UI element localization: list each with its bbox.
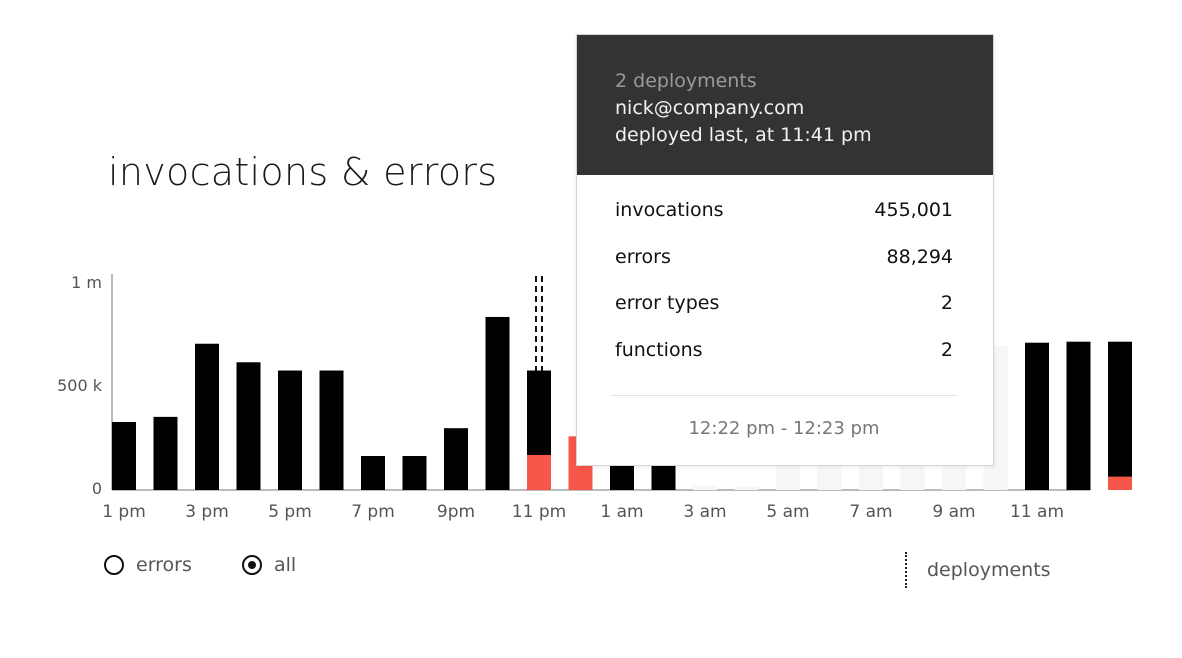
bar-invocations[interactable] <box>402 456 427 490</box>
x-tick-label: 9 am <box>932 502 975 522</box>
x-tick-label: 7 am <box>849 502 892 522</box>
bar-invocations[interactable] <box>693 485 717 490</box>
bar-invocations[interactable] <box>1066 341 1091 490</box>
x-tick-label: 11 am <box>1010 502 1064 522</box>
tooltip-time-range: 12:22 pm - 12:23 pm <box>688 418 880 439</box>
tooltip-row-label: functions <box>615 338 703 361</box>
x-tick-label: 7 pm <box>351 502 395 522</box>
legend-all-option[interactable]: all <box>242 554 296 576</box>
deployment-dash-icon <box>905 552 907 588</box>
x-tick-label: 5 pm <box>268 502 312 522</box>
bar-invocations[interactable] <box>112 422 136 490</box>
tooltip-row: invocations 455,001 <box>615 199 953 246</box>
legend-errors-label: errors <box>136 554 192 576</box>
tooltip-row-value: 2 <box>940 338 953 361</box>
bar-invocations[interactable] <box>1108 341 1132 490</box>
bar-invocations[interactable] <box>485 316 510 490</box>
deployments-legend-label: deployments <box>927 559 1051 581</box>
bar-invocations[interactable] <box>153 416 178 490</box>
bar-errors[interactable] <box>1108 476 1132 490</box>
tooltip-row-label: invocations <box>615 199 724 221</box>
y-tick-label: 1 m <box>71 273 102 292</box>
legend-all-label: all <box>274 554 297 576</box>
bar-invocations[interactable] <box>361 456 385 490</box>
bar-invocations[interactable] <box>1025 342 1049 490</box>
bar-invocations[interactable] <box>236 362 261 490</box>
tooltip-user: nick@company.com <box>615 97 805 119</box>
tooltip-divider <box>611 395 957 396</box>
bar-errors[interactable] <box>527 454 551 490</box>
bar-invocations[interactable] <box>195 343 219 490</box>
tooltip-row: errors 88,294 <box>615 246 953 293</box>
x-tick-label: 1 am <box>600 502 643 522</box>
tooltip-deploy-time: deployed last, at 11:41 pm <box>615 124 872 146</box>
tooltip-header: 2 deployments nick@company.com deployed … <box>577 35 993 175</box>
tooltip-row: error types 2 <box>615 292 953 339</box>
bar-invocations[interactable] <box>444 428 468 490</box>
y-tick-label: 500 k <box>57 376 103 395</box>
x-tick-label: 11 pm <box>512 502 566 522</box>
tooltip-row-label: error types <box>615 292 720 314</box>
bar-invocations[interactable] <box>734 486 759 490</box>
y-tick-label: 0 <box>92 479 102 498</box>
x-tick-label: 5 am <box>766 502 809 522</box>
tooltip-row-value: 455,001 <box>874 199 953 221</box>
x-tick-label: 1 pm <box>102 502 146 522</box>
deployments-legend: deployments <box>905 552 1051 588</box>
page-title: invocations & errors <box>108 150 498 194</box>
radio-all[interactable] <box>242 555 262 575</box>
deployment-tooltip: 2 deployments nick@company.com deployed … <box>576 34 994 466</box>
bar-invocations[interactable] <box>319 370 344 490</box>
tooltip-row-value: 2 <box>940 292 953 314</box>
legend-errors-option[interactable]: errors <box>104 554 192 576</box>
tooltip-row-value: 88,294 <box>886 245 953 268</box>
x-tick-label: 3 am <box>683 502 726 522</box>
tooltip-body: invocations 455,001 errors 88,294 error … <box>577 175 993 439</box>
radio-errors[interactable] <box>104 555 124 575</box>
tooltip-row-label: errors <box>615 245 671 268</box>
x-tick-label: 3 pm <box>185 502 229 522</box>
tooltip-row: functions 2 <box>615 339 953 386</box>
y-tick-labels: 0 500 k 1 m <box>57 273 103 498</box>
bar-invocations[interactable] <box>278 370 302 490</box>
tooltip-deployment-count: 2 deployments <box>615 70 757 92</box>
x-tick-labels: 1 pm 3 pm 5 pm 7 pm 9pm 11 pm 1 am 3 am 5 am 7 am… <box>102 502 1064 522</box>
x-tick-label: 9pm <box>437 502 475 522</box>
